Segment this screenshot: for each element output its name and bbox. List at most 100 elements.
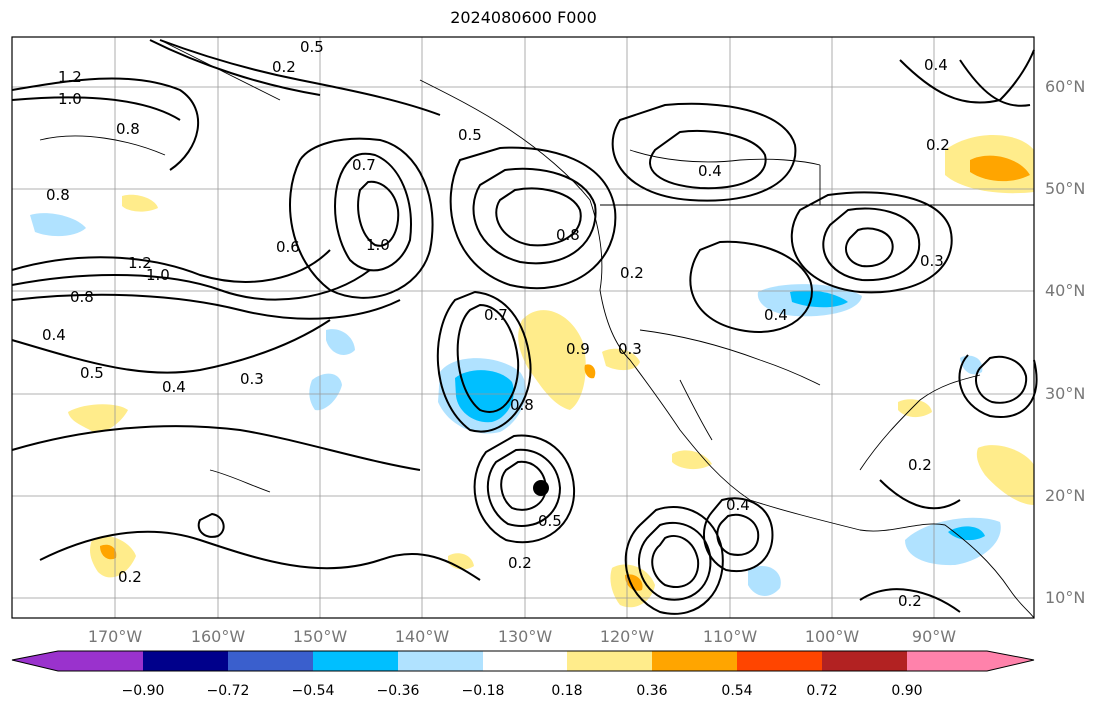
lon-label-160w: 160°W xyxy=(190,627,246,646)
shade-yellow-9 xyxy=(672,450,712,470)
shade-orange-1 xyxy=(584,364,596,379)
colorbar-segment xyxy=(907,651,987,671)
lat-label-20n: 20°N xyxy=(1045,486,1086,505)
lon-label-170w: 170°W xyxy=(87,627,143,646)
contour-label: 0.5 xyxy=(80,364,104,382)
contours xyxy=(11,39,1038,615)
shade-blue-2 xyxy=(790,290,848,308)
shade-orange-2 xyxy=(970,155,1030,182)
colorbar-outline xyxy=(11,650,1035,672)
contour-label: 0.8 xyxy=(46,186,70,204)
colorbar-tick-label: −0.18 xyxy=(461,683,505,699)
contour-label: 0.7 xyxy=(484,306,508,324)
colorbar-segment xyxy=(483,651,567,671)
contour-label: 0.8 xyxy=(556,226,580,244)
map-title: 2024080600 F000 xyxy=(450,8,597,27)
colorbar-tick-label: 0.72 xyxy=(806,683,838,699)
colorbar xyxy=(11,650,1035,672)
colorbar-segment xyxy=(737,651,822,671)
contour-label: 0.4 xyxy=(162,378,186,396)
contour-label: 0.2 xyxy=(272,58,296,76)
shade-yellow-4 xyxy=(68,404,128,433)
contour-label: 1.0 xyxy=(146,266,170,284)
shaded-regions xyxy=(30,134,1034,608)
colorbar-segment xyxy=(143,651,228,671)
map-frame xyxy=(11,36,1035,619)
contour-label: 0.2 xyxy=(908,456,932,474)
contour-label: 0.4 xyxy=(924,56,948,74)
shade-yellow-2 xyxy=(602,348,640,371)
storm-center xyxy=(533,480,549,496)
colorbar-segment xyxy=(987,651,1034,671)
lat-label-60n: 60°N xyxy=(1045,77,1086,96)
contour-label: 1.2 xyxy=(58,68,82,86)
lat-label-10n: 10°N xyxy=(1045,588,1086,607)
contour-label: 0.4 xyxy=(42,326,66,344)
contour-label: 0.4 xyxy=(764,306,788,324)
shade-yellow-8 xyxy=(122,194,158,212)
colorbar-segment xyxy=(652,651,737,671)
contour-label: 0.8 xyxy=(116,120,140,138)
lon-label-110w: 110°W xyxy=(702,627,758,646)
lon-label-140w: 140°W xyxy=(394,627,450,646)
shade-light-blue-4 xyxy=(30,213,86,237)
contour-label: 0.2 xyxy=(508,554,532,572)
shade-blue-3 xyxy=(948,526,985,541)
colorbar-tick-label: −0.72 xyxy=(206,683,250,699)
coastlines xyxy=(39,39,1035,619)
colorbar-segment xyxy=(822,651,907,671)
contour-label: 1.0 xyxy=(366,236,390,254)
shade-light-blue-5 xyxy=(309,373,342,411)
contour-label: 0.8 xyxy=(510,396,534,414)
colorbar-segment xyxy=(228,651,313,671)
shade-light-blue-7 xyxy=(748,566,781,596)
contour-label: 0.2 xyxy=(926,136,950,154)
shade-light-blue-6 xyxy=(326,329,355,355)
contour-labels: 1.2 1.0 0.8 0.2 0.5 0.7 0.6 1.0 0.8 0.4 … xyxy=(42,38,950,610)
contour-label: 0.4 xyxy=(726,496,750,514)
contour-label: 0.2 xyxy=(898,592,922,610)
lat-label-30n: 30°N xyxy=(1045,384,1086,403)
shade-light-blue-8 xyxy=(960,355,983,375)
shade-yellow-11 xyxy=(448,553,474,570)
colorbar-tick-label: −0.54 xyxy=(291,683,335,699)
colorbar-tick-label: 0.54 xyxy=(721,683,753,699)
contour-label: 0.7 xyxy=(352,156,376,174)
colorbar-tick-label: 0.18 xyxy=(551,683,583,699)
contour-label: 0.2 xyxy=(620,264,644,282)
lon-label-90w: 90°W xyxy=(911,627,957,646)
contour-label: 0.8 xyxy=(70,288,94,306)
shade-orange-3 xyxy=(100,544,117,560)
colorbar-segment xyxy=(58,651,143,671)
shade-yellow-10 xyxy=(898,399,932,418)
contour-label: 0.5 xyxy=(538,512,562,530)
shade-yellow-7 xyxy=(976,445,1034,505)
colorbar-tick-label: −0.36 xyxy=(376,683,420,699)
colorbar-tick-label: 0.36 xyxy=(636,683,668,699)
contour-label: 1.2 xyxy=(128,254,152,272)
colorbar-tick-label: 0.90 xyxy=(891,683,923,699)
lon-label-150w: 150°W xyxy=(292,627,348,646)
contour-label: 1.0 xyxy=(58,90,82,108)
contour-label: 0.6 xyxy=(276,238,300,256)
contour-label: 0.5 xyxy=(458,126,482,144)
colorbar-segment xyxy=(567,651,652,671)
lon-label-100w: 100°W xyxy=(804,627,860,646)
lat-label-40n: 40°N xyxy=(1045,281,1086,300)
lat-label-50n: 50°N xyxy=(1045,179,1086,198)
colorbar-segment xyxy=(313,651,398,671)
contour-label: 0.3 xyxy=(920,252,944,270)
contour-label: 0.5 xyxy=(300,38,324,56)
lon-label-130w: 130°W xyxy=(497,627,553,646)
contour-label: 0.3 xyxy=(618,340,642,358)
colorbar-segment xyxy=(12,651,58,671)
colorbar-segment xyxy=(398,651,483,671)
contour-label: 0.4 xyxy=(698,162,722,180)
lon-label-120w: 120°W xyxy=(599,627,655,646)
contour-label: 0.9 xyxy=(566,340,590,358)
contour-label: 0.3 xyxy=(240,370,264,388)
shade-yellow-1 xyxy=(518,310,586,410)
colorbar-tick-label: −0.90 xyxy=(121,683,165,699)
contour-label: 0.2 xyxy=(118,568,142,586)
